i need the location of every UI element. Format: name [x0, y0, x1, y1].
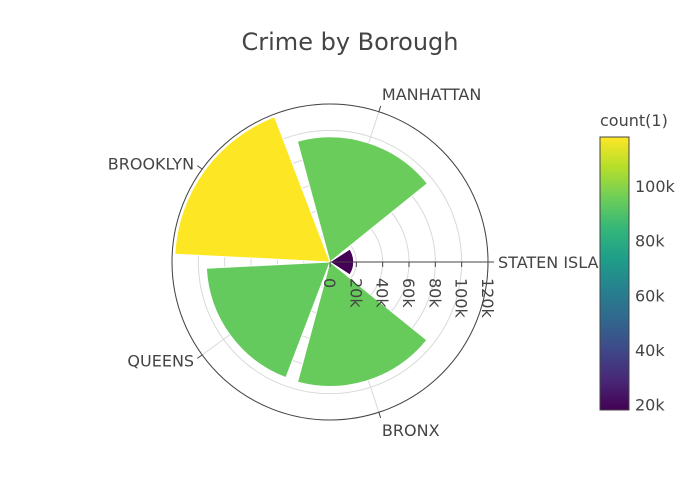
- angular-tick: [378, 105, 382, 112]
- colorbar: count(1) 20k 40k 60k 80k 100k: [599, 111, 676, 415]
- radial-axis: 0 20k 40k 60k 80k 100k 120k: [320, 261, 497, 319]
- category-label: QUEENS: [127, 352, 194, 371]
- category-labels: STATEN ISLAND MANHATTAN BROOKLYN QUEENS BRON…: [108, 85, 623, 440]
- radial-tick-label: 20k: [346, 278, 365, 308]
- category-label: BROOKLYN: [108, 154, 194, 173]
- colorbar-tick-label: 40k: [635, 341, 665, 360]
- category-label: MANHATTAN: [382, 85, 481, 104]
- bars: [174, 116, 429, 387]
- bar-brooklyn: [174, 116, 331, 263]
- bar-bronx: [296, 261, 428, 387]
- radial-tick-label: 60k: [399, 278, 418, 308]
- radial-tick-label: 120k: [478, 278, 497, 319]
- colorbar-title: count(1): [600, 111, 668, 130]
- category-label: BRONX: [382, 421, 440, 440]
- radial-tick-label: 100k: [452, 278, 471, 319]
- colorbar-tick-label: 100k: [635, 177, 676, 196]
- radial-tick-label: 80k: [425, 278, 444, 308]
- bar-queens: [205, 261, 331, 379]
- chart-title: Crime by Borough: [242, 28, 459, 56]
- category-label: STATEN ISLAND: [498, 253, 623, 272]
- colorbar-scale: [599, 136, 630, 411]
- angular-tick: [197, 165, 203, 170]
- colorbar-tick-label: 60k: [635, 286, 665, 305]
- colorbar-tick-label: 20k: [635, 396, 665, 415]
- colorbar-tick-label: 80k: [635, 232, 665, 251]
- radial-tick-label: 0: [320, 278, 339, 288]
- radial-tick-label: 40k: [373, 278, 392, 308]
- angular-tick: [197, 354, 203, 359]
- angular-tick: [378, 412, 382, 419]
- bar-manhattan: [296, 136, 429, 263]
